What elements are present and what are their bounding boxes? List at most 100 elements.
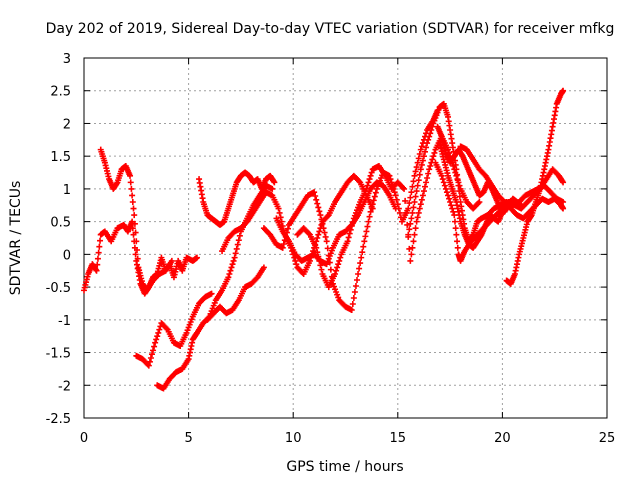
data-point	[315, 231, 322, 238]
data-point	[227, 267, 234, 274]
data-point	[131, 220, 138, 227]
data-point	[332, 271, 339, 277]
data-point	[426, 166, 433, 173]
data-point	[132, 251, 139, 258]
data-point	[419, 192, 426, 199]
data-point	[316, 228, 323, 235]
series-track-5	[196, 169, 278, 228]
data-point	[132, 229, 139, 236]
data-point	[401, 185, 408, 192]
data-point	[429, 156, 436, 163]
data-point	[163, 325, 170, 332]
data-point	[352, 283, 359, 289]
data-point	[357, 260, 364, 267]
data-point	[431, 149, 438, 156]
data-point	[324, 245, 331, 252]
data-point	[151, 343, 158, 350]
data-point	[476, 199, 483, 205]
data-point	[368, 169, 375, 176]
series-track-10	[294, 133, 483, 291]
data-point	[419, 157, 426, 164]
data-point	[320, 225, 327, 232]
data-point	[451, 218, 458, 225]
data-point	[414, 159, 421, 166]
data-point	[413, 218, 420, 225]
data-point	[360, 243, 367, 250]
y-tick-labels: -2.5 -2 -1.5 -1 -0.5 0 0.5 1 1.5 2 2.5 3	[46, 52, 71, 427]
data-point	[208, 290, 215, 297]
data-point	[445, 192, 452, 199]
data-point	[371, 193, 378, 200]
data-point	[346, 230, 353, 237]
data-point	[133, 247, 140, 253]
data-point	[230, 257, 237, 264]
data-point	[365, 179, 372, 186]
data-point	[229, 261, 236, 268]
data-point	[420, 153, 427, 160]
data-point	[426, 133, 433, 140]
data-point	[415, 209, 422, 216]
data-point	[131, 212, 138, 219]
data-point	[277, 214, 284, 221]
data-point	[456, 193, 463, 200]
data-point	[416, 205, 423, 212]
data-point	[271, 179, 278, 186]
data-point	[347, 226, 354, 233]
data-point	[475, 200, 482, 207]
x-tick-label: 0	[80, 431, 88, 446]
data-point	[447, 199, 454, 205]
data-point	[449, 205, 456, 212]
data-point	[409, 209, 416, 216]
series-track-3	[133, 290, 215, 369]
data-point	[356, 265, 363, 272]
y-tick-label: 1	[63, 183, 71, 198]
data-point	[349, 219, 356, 226]
data-point	[260, 264, 267, 271]
data-point	[417, 146, 424, 153]
data-point	[428, 127, 435, 133]
data-point	[423, 179, 430, 186]
data-point	[430, 153, 437, 160]
data-point	[334, 264, 341, 271]
data-point	[147, 355, 154, 361]
x-tick-label: 10	[285, 431, 302, 446]
y-tick-label: -2.5	[46, 412, 71, 427]
data-point	[416, 151, 423, 157]
data-point	[233, 245, 240, 252]
data-point	[409, 244, 416, 251]
data-point	[414, 214, 421, 221]
data-point	[318, 266, 325, 273]
data-point	[369, 201, 376, 208]
data-point	[454, 244, 461, 251]
data-point	[412, 225, 419, 232]
data-point	[410, 204, 417, 211]
data-point	[404, 221, 411, 228]
data-point	[407, 220, 414, 227]
data-point	[454, 238, 461, 245]
data-point	[417, 166, 424, 173]
data-point	[324, 213, 331, 220]
data-point	[406, 245, 413, 252]
data-point	[363, 228, 370, 235]
y-tick-label: -1.5	[46, 347, 71, 362]
data-point	[410, 178, 417, 185]
y-tick-label: 0.5	[50, 216, 71, 231]
data-point	[127, 179, 134, 186]
data-point	[292, 257, 299, 264]
data-point	[155, 329, 162, 336]
series-track-15	[503, 87, 567, 287]
data-point	[403, 209, 410, 216]
y-tick-label: -0.5	[46, 281, 71, 296]
data-point	[392, 205, 399, 212]
data-point	[421, 183, 428, 190]
data-point	[393, 196, 400, 203]
series-track-6	[204, 264, 267, 323]
x-axis-label: GPS time / hours	[286, 459, 403, 475]
data-point	[448, 202, 455, 209]
data-point	[235, 237, 242, 244]
data-point	[333, 267, 340, 274]
data-point	[193, 254, 200, 261]
data-point	[408, 251, 415, 258]
data-point	[275, 205, 282, 212]
